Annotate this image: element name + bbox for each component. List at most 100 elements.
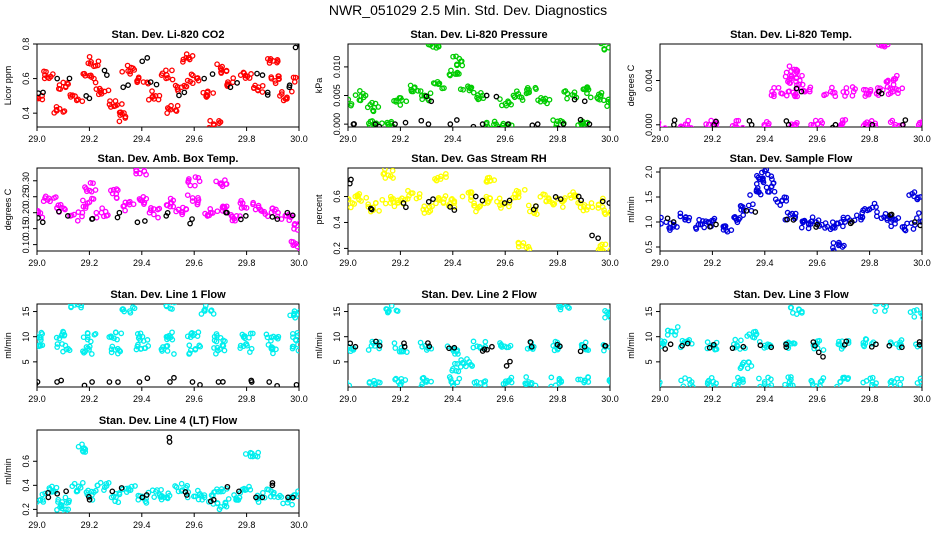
data-point: [893, 72, 900, 79]
data-point: [546, 96, 553, 103]
data-point: [463, 363, 469, 370]
data-point: [214, 344, 221, 351]
data-point: [99, 205, 106, 212]
data-point: [301, 339, 305, 343]
data-point: [209, 71, 216, 77]
data-point: [290, 494, 296, 501]
data-point: [253, 494, 259, 501]
data-point: [217, 180, 223, 187]
data-point: [843, 85, 850, 91]
data-point: [788, 73, 794, 80]
data-point: [247, 449, 254, 456]
data-point: [184, 192, 191, 199]
data-point: [265, 341, 272, 348]
x-tick-label: 30.0: [601, 394, 619, 404]
data-point: [699, 218, 706, 224]
data-point: [54, 75, 61, 82]
data-point: [142, 218, 148, 224]
data-point: [739, 124, 746, 127]
data-point: [302, 222, 306, 226]
data-point: [873, 304, 879, 307]
data-point: [564, 95, 570, 102]
data-point: [110, 186, 117, 193]
y-tick-label: 15: [21, 307, 31, 317]
data-point: [602, 314, 608, 321]
data-point: [470, 338, 477, 345]
data-point: [446, 201, 453, 207]
data-point: [613, 207, 617, 211]
x-tick-label: 29.6: [185, 394, 203, 404]
x-tick-label: 29.4: [133, 520, 151, 530]
data-point: [601, 46, 608, 53]
data-point: [210, 121, 217, 127]
data-point: [502, 378, 509, 385]
data-point: [39, 219, 46, 226]
data-point: [731, 382, 738, 387]
data-point: [144, 375, 151, 382]
data-point: [363, 194, 370, 201]
data-point: [124, 62, 131, 69]
data-point: [268, 74, 275, 80]
data-point: [464, 356, 470, 362]
data-point: [195, 77, 202, 84]
data-point: [150, 93, 156, 100]
data-point: [598, 89, 605, 96]
data-point: [451, 198, 457, 205]
data-point: [122, 115, 129, 121]
data-point: [40, 198, 47, 205]
data-point: [229, 213, 236, 220]
data-point: [790, 217, 797, 223]
y-tick-label: 0.10: [21, 236, 31, 254]
data-point: [247, 349, 253, 355]
data-point: [528, 343, 535, 350]
data-point: [482, 338, 489, 345]
data-point: [217, 488, 224, 495]
data-point: [860, 342, 867, 349]
data-point: [39, 93, 45, 99]
data-point: [428, 378, 435, 385]
data-point: [393, 99, 399, 105]
data-point: [37, 381, 39, 387]
data-point: [388, 304, 395, 309]
data-point: [469, 363, 475, 369]
chart-9: Stan. Dev. Line 3 Flow ml/min 29.0 29.2 29.4…: [626, 289, 931, 404]
data-point: [92, 487, 99, 494]
data-point: [505, 121, 511, 127]
data-point: [892, 220, 898, 227]
y-tick-label: 0.010: [332, 56, 342, 79]
data-point: [766, 189, 773, 195]
data-point: [470, 89, 477, 96]
x-tick-label: 29.6: [496, 394, 514, 404]
y-axis-label: ml/min: [314, 332, 324, 359]
data-point: [487, 177, 494, 184]
data-point: [739, 377, 746, 383]
data-point: [88, 188, 95, 195]
data-point: [917, 222, 922, 229]
y-tick-label: 0.20: [21, 204, 31, 222]
data-point: [483, 193, 490, 200]
data-point: [119, 101, 125, 107]
x-tick-label: 29.0: [651, 134, 669, 144]
data-point: [594, 94, 600, 101]
data-point: [761, 379, 768, 385]
data-point: [609, 49, 610, 53]
data-point: [119, 306, 126, 313]
data-point: [139, 58, 146, 65]
data-point: [744, 333, 751, 339]
data-point: [340, 378, 344, 382]
data-point: [510, 194, 516, 201]
data-point: [540, 191, 547, 198]
data-point: [118, 485, 125, 491]
data-point: [651, 380, 655, 384]
data-point: [273, 334, 280, 341]
data-point: [743, 207, 750, 214]
data-point: [607, 247, 610, 251]
data-point: [748, 363, 755, 369]
y-tick-label: 2.0: [644, 166, 654, 179]
data-point: [292, 314, 299, 321]
data-point: [348, 96, 352, 103]
data-point: [382, 168, 388, 173]
data-point: [89, 497, 96, 503]
x-tick-label: 29.0: [339, 394, 357, 404]
plot-frame: [36, 43, 300, 128]
